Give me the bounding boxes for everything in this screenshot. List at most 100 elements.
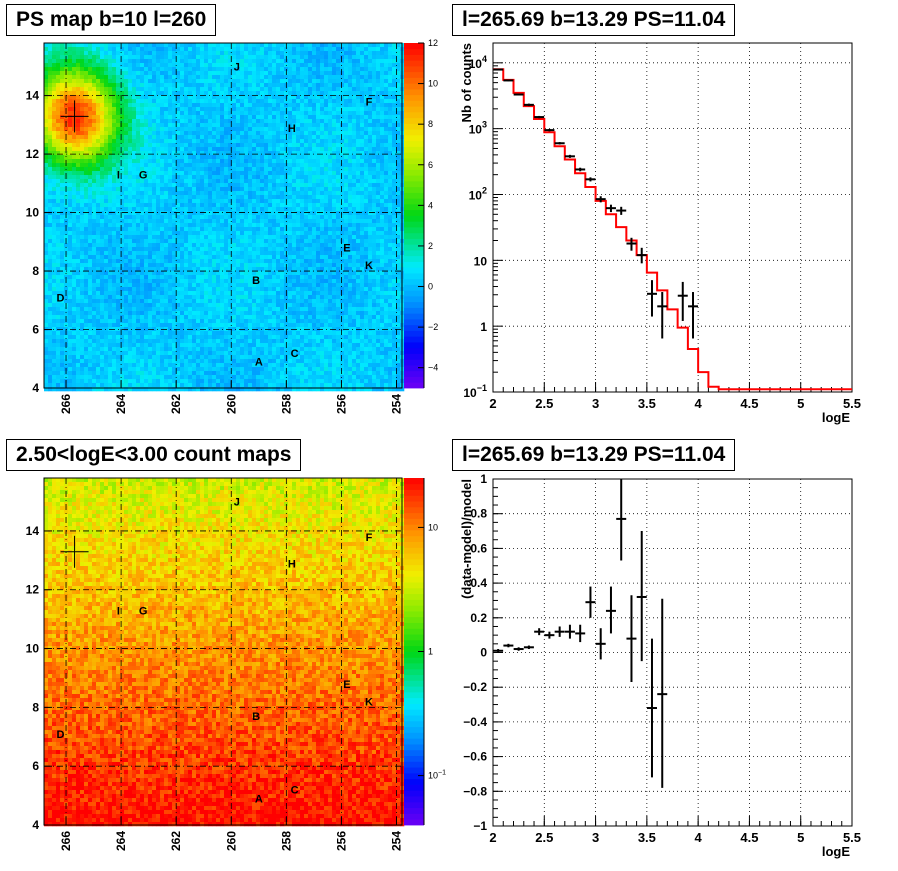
tick-label-x: 4.5 [740, 396, 758, 411]
tick-label-y: 4 [32, 818, 39, 832]
tick-label-x: 262 [169, 394, 183, 414]
tick-label-x: 2.5 [535, 830, 553, 845]
tick-label-x: 4.5 [740, 830, 758, 845]
tick-label-y: 4 [32, 381, 39, 395]
tick-label-x: 264 [114, 394, 128, 414]
tick-label-x: 5.5 [843, 396, 861, 411]
y-axis-label: (data-model)/model [459, 479, 474, 599]
tick-label-x: 258 [279, 394, 293, 414]
tick-label-y: 0.8 [470, 507, 487, 521]
tick-label-x: 3.5 [638, 830, 656, 845]
tick-label-x: 2.5 [535, 396, 553, 411]
heatmap-cells [44, 478, 405, 827]
x-axis-label: logE [822, 410, 850, 425]
tick-label-y: 0.6 [470, 541, 487, 555]
colorbar-tick-label: 12 [428, 38, 438, 48]
tick-label-y: 8 [32, 264, 39, 278]
tick-label-y: 102 [469, 185, 487, 202]
tick-label-y: 12 [26, 583, 40, 597]
x-axis-label: logE [822, 844, 850, 859]
tick-label-y: 0.4 [470, 576, 487, 590]
source-label-G: G [139, 170, 148, 182]
source-label-G: G [139, 605, 148, 617]
tick-label-x: 256 [334, 394, 348, 414]
tick-label-x: 254 [389, 394, 403, 414]
tick-label-x: 266 [59, 831, 73, 851]
colorbar-tick-label: 10 [428, 79, 438, 89]
colorbar-tick-label: 6 [428, 160, 433, 170]
colorbar-tick-label: 10−1 [428, 770, 446, 781]
tick-label-x: 4 [695, 396, 703, 411]
tick-label-y: −1 [473, 819, 487, 833]
colorbar-tick-label: 8 [428, 119, 433, 129]
colorbar-tick-label: 1 [428, 647, 433, 657]
colorbar: 10−1 1 10 [404, 478, 446, 826]
tick-label-x: 4 [695, 830, 703, 845]
source-label-C: C [291, 785, 299, 797]
tick-label-x: 256 [334, 831, 348, 851]
source-label-F: F [366, 532, 373, 544]
source-label-E: E [343, 679, 350, 691]
source-label-K: K [365, 260, 373, 272]
panel-title-count-map: 2.50<logE<3.00 count maps [6, 439, 302, 471]
tick-label-y: −0.4 [463, 715, 487, 729]
map-panel-2: 266 264 262 260 258 256 254 4 6 8 10 12 14 J F H I G E K B D C… [26, 477, 446, 851]
colorbar-tick-label: −2 [428, 322, 438, 332]
source-label-F: F [366, 96, 373, 108]
colorbar-tick-label: −4 [428, 363, 438, 373]
tick-label-y: 6 [32, 759, 39, 773]
tick-label-x: 264 [114, 831, 128, 851]
source-label-C: C [291, 348, 299, 360]
tick-label-y: 104 [469, 54, 487, 71]
tick-label-x: 3 [592, 830, 599, 845]
tick-label-y: −0.2 [463, 680, 487, 694]
tick-label-y: 6 [32, 323, 39, 337]
source-label-I: I [117, 170, 120, 182]
tick-label-x: 5.5 [843, 830, 861, 845]
tick-label-y: 0 [480, 646, 487, 660]
tick-label-y: 10−1 [463, 383, 487, 400]
tick-label-y: 103 [469, 120, 487, 137]
tick-label-x: 266 [59, 394, 73, 414]
data-points [493, 68, 699, 339]
tick-label-x: 258 [279, 831, 293, 851]
colorbar: −4 −2 0 2 4 6 8 10 12 [404, 38, 438, 389]
colorbar-tick-label: 10 [428, 522, 438, 532]
panel-title-ps-map: PS map b=10 l=260 [6, 4, 217, 36]
tick-label-y: 12 [26, 147, 40, 161]
tick-label-x: 2 [489, 830, 496, 845]
tick-label-x: 260 [224, 831, 238, 851]
tick-label-x: 5 [797, 396, 804, 411]
tick-label-y: 8 [32, 700, 39, 714]
tick-label-y: 1 [480, 472, 487, 486]
source-label-A: A [255, 794, 263, 806]
source-label-A: A [255, 357, 263, 369]
tick-label-x: 262 [169, 831, 183, 851]
tick-label-x: 5 [797, 830, 804, 845]
tick-label-y: 10 [26, 206, 40, 220]
tick-label-x: 2 [489, 396, 496, 411]
source-label-H: H [288, 558, 296, 570]
tick-label-y: −0.6 [463, 750, 487, 764]
source-label-I: I [117, 605, 120, 617]
source-label-B: B [252, 711, 260, 723]
source-label-B: B [252, 275, 260, 287]
panel-title-residuals: l=265.69 b=13.29 PS=11.04 [452, 439, 736, 471]
heatmap-cells [44, 43, 405, 392]
colorbar-tick-label: 2 [428, 241, 433, 251]
tick-label-y: 14 [26, 524, 40, 538]
model-histogram [493, 68, 852, 391]
colorbar-tick-label: 0 [428, 282, 433, 292]
tick-label-x: 3.5 [638, 396, 656, 411]
panel-title-spectrum: l=265.69 b=13.29 PS=11.04 [452, 4, 736, 36]
tick-label-x: 260 [224, 394, 238, 414]
plot-panel-3: 2 2.5 3 3.5 4 4.5 5 5.5 −1 −0.8 −0.6 −0.4 −0.2 0 0.2 0.… [459, 472, 861, 859]
plot-panel-1: 2 2.5 3 3.5 4 4.5 5 5.5 10−1 1 10 102 103 104 logE Nb o… [459, 42, 861, 425]
plot-frame [492, 478, 853, 827]
source-label-J: J [234, 497, 240, 509]
source-label-J: J [234, 61, 240, 73]
y-axis-label: Nb of counts [459, 43, 474, 122]
tick-label-x: 3 [592, 396, 599, 411]
